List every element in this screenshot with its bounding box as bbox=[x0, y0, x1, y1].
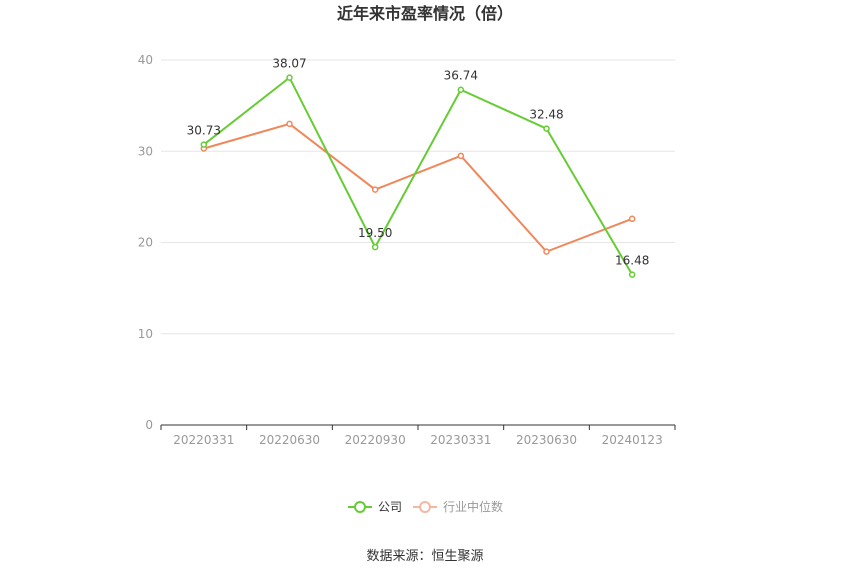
x-tick-label: 20230630 bbox=[516, 433, 577, 447]
data-source-note: 数据来源：恒生聚源 bbox=[366, 549, 483, 564]
y-tick-label: 30 bbox=[138, 144, 153, 158]
company-data-point bbox=[628, 271, 636, 278]
y-tick-label: 10 bbox=[138, 327, 153, 341]
x-axis: 20220331 20220630 20220930 20230331 20230630… bbox=[160, 424, 676, 447]
company-data-label: 19.50 bbox=[358, 226, 392, 240]
industry-median-data-point bbox=[286, 120, 293, 128]
legend[interactable]: 公司 行业中位数 bbox=[348, 499, 503, 514]
company-data-point bbox=[371, 243, 379, 251]
x-tick-label: 20240123 bbox=[602, 433, 663, 447]
company-data-label: 36.74 bbox=[444, 69, 478, 83]
chart-title: 近年来市盈率情况（倍） bbox=[337, 4, 513, 23]
x-tick-label: 20220331 bbox=[173, 433, 234, 447]
company-data-label: 30.73 bbox=[187, 124, 221, 138]
legend-label: 行业中位数 bbox=[443, 499, 503, 514]
company-data-label: 38.07 bbox=[272, 57, 306, 71]
industry-median-data-point bbox=[628, 215, 636, 223]
x-tick-label: 20220930 bbox=[345, 433, 406, 447]
company-data-point bbox=[457, 86, 465, 93]
industry-median-data-point bbox=[371, 186, 379, 193]
company-data-point bbox=[286, 74, 293, 81]
industry-median-data-point bbox=[543, 248, 550, 255]
company-series-line bbox=[203, 76, 634, 276]
legend-item-company[interactable]: 公司 bbox=[348, 500, 402, 514]
legend-marker-icon bbox=[354, 501, 366, 513]
x-tick-label: 20220630 bbox=[259, 433, 320, 447]
company-data-point bbox=[543, 125, 550, 132]
industry-median-data-point bbox=[457, 152, 465, 160]
company-data-label: 32.48 bbox=[529, 108, 563, 122]
legend-label: 公司 bbox=[378, 500, 402, 514]
x-tick-label: 20230331 bbox=[430, 433, 491, 447]
grid-lines bbox=[161, 59, 675, 335]
plot-area: 30.73 38.07 19.50 36.74 32.48 16.48 bbox=[187, 57, 649, 278]
legend-item-industry-median[interactable]: 行业中位数 bbox=[413, 499, 503, 514]
industry-median-series-line bbox=[203, 122, 633, 253]
y-tick-label: 0 bbox=[145, 418, 153, 432]
company-data-point bbox=[200, 141, 208, 148]
y-tick-label: 20 bbox=[138, 236, 153, 250]
company-data-label: 16.48 bbox=[615, 254, 649, 268]
y-axis: 0 10 20 30 40 bbox=[138, 53, 153, 432]
legend-marker-icon bbox=[419, 501, 431, 513]
y-tick-label: 40 bbox=[138, 53, 153, 67]
